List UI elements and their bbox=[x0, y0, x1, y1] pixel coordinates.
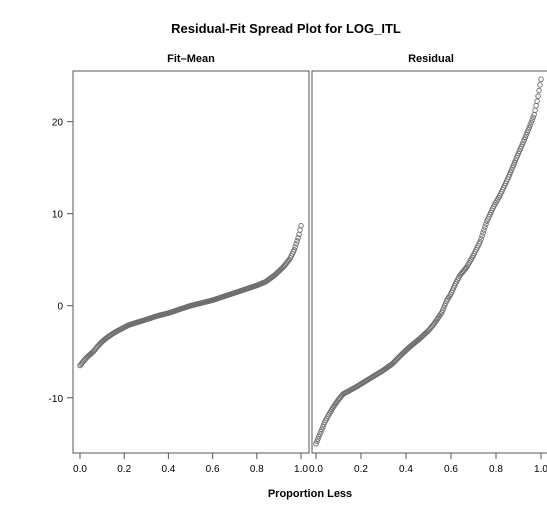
x-axis-residual: 0.0 0.2 0.4 0.6 0.8 1.0 bbox=[309, 453, 547, 475]
y-tick-label: 0 bbox=[57, 302, 63, 313]
data-point bbox=[520, 139, 527, 145]
y-axis: -10 0 10 20 bbox=[49, 118, 73, 405]
points-fit-mean bbox=[77, 222, 304, 369]
data-point bbox=[481, 227, 487, 233]
data-point bbox=[479, 233, 485, 239]
x-tick-label: 0.6 bbox=[444, 464, 458, 475]
data-point bbox=[527, 122, 533, 128]
x-tick-label: 0.2 bbox=[354, 464, 368, 475]
data-point bbox=[477, 238, 483, 245]
x-axis-label: Proportion Less bbox=[268, 488, 352, 500]
data-point bbox=[528, 119, 534, 126]
data-point bbox=[532, 107, 538, 114]
data-point bbox=[530, 114, 536, 120]
data-point bbox=[534, 98, 540, 104]
x-tick-label: 0.6 bbox=[206, 464, 220, 475]
x-tick-label: 0.0 bbox=[309, 464, 323, 475]
data-point bbox=[293, 241, 299, 247]
x-tick-label: 1.0 bbox=[534, 464, 547, 475]
data-point bbox=[536, 87, 542, 94]
data-point bbox=[508, 167, 515, 173]
x-axis-fit-mean: 0.0 0.2 0.4 0.6 0.8 1.0 bbox=[73, 453, 308, 475]
data-point bbox=[294, 238, 300, 244]
data-point bbox=[482, 224, 488, 230]
data-point bbox=[538, 76, 544, 83]
data-point bbox=[318, 428, 324, 435]
y-tick-label: 20 bbox=[52, 118, 64, 129]
x-tick-label: 0.8 bbox=[489, 464, 503, 475]
data-point bbox=[526, 124, 532, 131]
x-tick-label: 0.0 bbox=[73, 464, 87, 475]
panel-title-residual: Residual bbox=[408, 53, 454, 65]
data-point bbox=[292, 244, 298, 250]
data-point bbox=[295, 235, 301, 241]
panel-frame-residual bbox=[311, 70, 547, 454]
y-tick-label: 10 bbox=[52, 210, 64, 221]
data-point bbox=[535, 93, 541, 99]
data-point bbox=[478, 236, 484, 242]
data-point bbox=[298, 222, 304, 229]
data-point bbox=[297, 227, 303, 233]
y-tick-label: -10 bbox=[49, 394, 64, 405]
chart-title: Residual-Fit Spread Plot for LOG_ITL bbox=[171, 21, 401, 36]
points-residual bbox=[313, 76, 544, 447]
data-point bbox=[313, 441, 319, 447]
data-point bbox=[483, 221, 489, 227]
x-tick-label: 0.8 bbox=[250, 464, 264, 475]
x-tick-label: 0.4 bbox=[161, 464, 175, 475]
data-point bbox=[480, 230, 486, 236]
data-point bbox=[529, 117, 535, 123]
data-point bbox=[533, 102, 539, 109]
x-tick-label: 0.2 bbox=[117, 464, 131, 475]
x-tick-label: 1.0 bbox=[294, 464, 308, 475]
x-tick-label: 0.4 bbox=[399, 464, 413, 475]
data-point bbox=[291, 247, 297, 253]
panel-title-fit-mean: Fit–Mean bbox=[167, 53, 215, 65]
panel-frame-fit-mean bbox=[72, 70, 310, 454]
data-point bbox=[537, 82, 543, 88]
